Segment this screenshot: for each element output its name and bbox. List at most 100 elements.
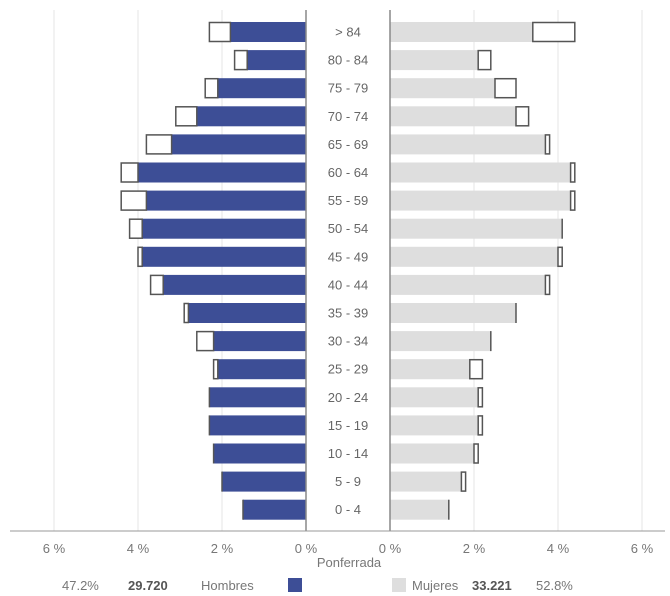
age-label-25-29: 25 - 29 bbox=[328, 362, 368, 377]
bar-hombres-65-69 bbox=[171, 134, 306, 155]
age-label-20-24: 20 - 24 bbox=[328, 390, 368, 405]
outline-mujeres-75-79 bbox=[494, 77, 517, 99]
bar-hombres-35-39 bbox=[188, 303, 306, 323]
x-tick-right-6: 6 % bbox=[631, 541, 654, 556]
age-label-40-44: 40 - 44 bbox=[328, 277, 368, 292]
bar-hombres-20-24 bbox=[209, 387, 306, 408]
bars bbox=[120, 21, 576, 520]
bar-mujeres-50-54 bbox=[390, 218, 563, 239]
outline-mujeres-15-19 bbox=[477, 415, 484, 436]
bar-hombres-55-59 bbox=[146, 190, 306, 211]
bar-hombres-84 bbox=[230, 22, 306, 42]
age-group-labels: > 84 80 - 84 75 - 79 70 - 74 65 - 69 60 - 64 5… bbox=[328, 25, 368, 518]
bar-hombres-40-44 bbox=[163, 274, 306, 295]
outline-mujeres-80-84 bbox=[477, 49, 492, 71]
outline-hombres-84 bbox=[208, 21, 232, 43]
age-label-15-19: 15 - 19 bbox=[328, 418, 368, 433]
outline-mujeres-55-59 bbox=[569, 190, 576, 211]
bar-hombres-5-9 bbox=[222, 471, 306, 492]
bar-mujeres-15-19 bbox=[390, 415, 479, 436]
age-label-45-49: 45 - 49 bbox=[328, 249, 368, 264]
x-tick-left-2: 2 % bbox=[211, 541, 234, 556]
outline-hombres-75-79 bbox=[204, 77, 219, 99]
bar-mujeres-0-4 bbox=[390, 499, 449, 520]
bar-mujeres-25-29 bbox=[390, 359, 470, 380]
x-axis: 6 % 4 % 2 % 0 % 0 % 2 % 4 % 6 % bbox=[10, 10, 665, 556]
age-label-84: > 84 bbox=[335, 25, 361, 40]
bar-mujeres-40-44 bbox=[390, 274, 546, 295]
outline-mujeres-25-29 bbox=[469, 358, 484, 380]
bar-mujeres-75-79 bbox=[390, 78, 495, 99]
bar-hombres-0-4 bbox=[243, 499, 306, 520]
outline-mujeres-60-64 bbox=[569, 162, 576, 183]
legend-mujeres-percent: 52.8% bbox=[536, 578, 573, 593]
outline-hombres-55-59 bbox=[120, 190, 148, 211]
age-label-70-74: 70 - 74 bbox=[328, 109, 368, 124]
age-label-55-59: 55 - 59 bbox=[328, 193, 368, 208]
outline-hombres-30-34 bbox=[196, 330, 215, 352]
outline-hombres-50-54 bbox=[128, 218, 143, 239]
bar-mujeres-20-24 bbox=[390, 387, 479, 408]
x-tick-right-0: 0 % bbox=[379, 541, 402, 556]
bar-hombres-50-54 bbox=[142, 218, 306, 239]
age-label-35-39: 35 - 39 bbox=[328, 306, 368, 321]
age-label-5-9: 5 - 9 bbox=[335, 474, 361, 489]
bar-mujeres-30-34 bbox=[390, 331, 491, 352]
x-tick-left-0: 0 % bbox=[295, 541, 318, 556]
age-label-0-4: 0 - 4 bbox=[335, 502, 361, 517]
bar-hombres-75-79 bbox=[217, 78, 306, 99]
outline-hombres-25-29 bbox=[212, 358, 219, 380]
legend: 47.2% 29.720 Hombres Mujeres 33.221 52.8… bbox=[62, 578, 573, 593]
bar-hombres-30-34 bbox=[213, 331, 306, 352]
outline-hombres-45-49 bbox=[137, 246, 143, 268]
outline-mujeres-65-69 bbox=[544, 134, 551, 155]
x-tick-left-6: 6 % bbox=[43, 541, 66, 556]
bar-hombres-15-19 bbox=[209, 415, 306, 436]
bar-mujeres-65-69 bbox=[390, 134, 546, 155]
outline-hombres-60-64 bbox=[120, 162, 139, 183]
age-label-50-54: 50 - 54 bbox=[328, 221, 368, 236]
age-label-60-64: 60 - 64 bbox=[328, 165, 368, 180]
bar-hombres-60-64 bbox=[138, 162, 306, 183]
x-axis-label: Ponferrada bbox=[317, 555, 382, 570]
outline-mujeres-5-9 bbox=[460, 471, 467, 492]
legend-mujeres-label: Mujeres bbox=[412, 578, 459, 593]
bar-mujeres-5-9 bbox=[390, 471, 462, 492]
age-label-65-69: 65 - 69 bbox=[328, 137, 368, 152]
outline-mujeres-45-49 bbox=[557, 246, 563, 268]
bar-hombres-45-49 bbox=[142, 246, 306, 267]
age-label-80-84: 80 - 84 bbox=[328, 53, 368, 68]
outline-hombres-80-84 bbox=[233, 49, 248, 71]
outline-hombres-65-69 bbox=[145, 134, 173, 155]
age-label-10-14: 10 - 14 bbox=[328, 446, 368, 461]
bar-mujeres-10-14 bbox=[390, 443, 474, 464]
outline-hombres-35-39 bbox=[183, 302, 190, 324]
bar-mujeres-60-64 bbox=[390, 162, 571, 183]
age-label-75-79: 75 - 79 bbox=[328, 81, 368, 96]
outline-mujeres-70-74 bbox=[515, 106, 530, 127]
bar-mujeres-80-84 bbox=[390, 50, 479, 71]
legend-hombres-count: 29.720 bbox=[128, 578, 168, 593]
x-tick-right-4: 4 % bbox=[547, 541, 570, 556]
x-tick-left-4: 4 % bbox=[127, 541, 150, 556]
bar-mujeres-70-74 bbox=[390, 106, 516, 127]
outline-mujeres-84 bbox=[532, 21, 576, 43]
legend-hombres-swatch bbox=[288, 578, 302, 592]
bar-hombres-80-84 bbox=[247, 50, 306, 71]
outline-hombres-70-74 bbox=[175, 106, 198, 127]
bar-mujeres-55-59 bbox=[390, 190, 571, 211]
age-label-30-34: 30 - 34 bbox=[328, 334, 368, 349]
bar-hombres-10-14 bbox=[213, 443, 306, 464]
outline-hombres-40-44 bbox=[149, 274, 164, 296]
outline-mujeres-10-14 bbox=[473, 443, 479, 464]
legend-mujeres-swatch bbox=[392, 578, 406, 592]
x-tick-right-2: 2 % bbox=[463, 541, 486, 556]
bar-hombres-70-74 bbox=[196, 106, 306, 127]
bar-mujeres-84 bbox=[390, 22, 533, 42]
legend-mujeres-count: 33.221 bbox=[472, 578, 512, 593]
bar-hombres-25-29 bbox=[217, 359, 306, 380]
bar-mujeres-35-39 bbox=[390, 303, 516, 323]
bar-mujeres-45-49 bbox=[390, 246, 558, 267]
legend-hombres-label: Hombres bbox=[201, 578, 254, 593]
